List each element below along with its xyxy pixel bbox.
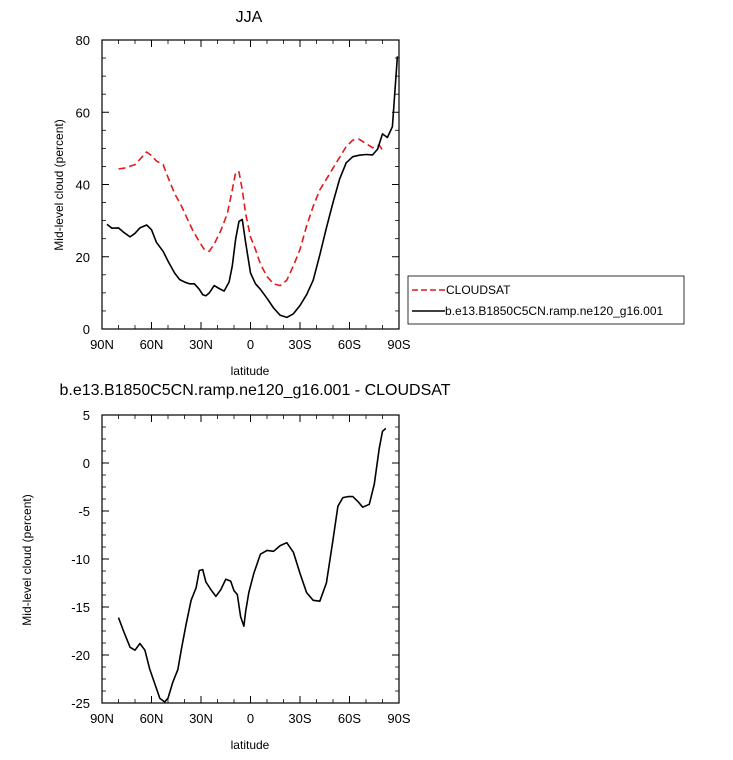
top-x-tick-label: 60N	[140, 337, 164, 352]
top-x-tick-label: 0	[247, 337, 254, 352]
bottom-chart-series	[117, 427, 387, 703]
bottom-chart-ticks: 90N 60N 30N 0 30S 60S 90S -25 -20 -15 -10 -5 0 5	[71, 408, 411, 726]
bottom-y-tick-label: 5	[83, 408, 90, 423]
top-plot-frame	[101, 39, 400, 330]
top-chart-ticks: 90N 60N 30N 0 30S 60S 90S 0 20 40 60 80	[76, 33, 411, 352]
bottom-x-tick-label: 60N	[140, 711, 164, 726]
legend-label-model: b.e13.B1850C5CN.ramp.ne120_g16.001	[445, 304, 663, 318]
bottom-y-axis-label: Mid-level cloud (percent)	[20, 494, 34, 625]
legend-box	[407, 275, 685, 325]
legend: CLOUDSAT b.e13.B1850C5CN.ramp.ne120_g16.…	[407, 275, 685, 325]
bottom-x-tick-label: 30S	[288, 711, 311, 726]
top-x-tick-label: 90S	[387, 337, 410, 352]
bottom-series-difference-line	[117, 427, 387, 703]
top-x-tick-label: 60S	[338, 337, 361, 352]
top-x-tick-label: 90N	[90, 337, 114, 352]
bottom-x-tick-label: 90S	[387, 711, 410, 726]
top-y-axis-label: Mid-level cloud (percent)	[52, 119, 66, 250]
top-y-tick-label: 40	[76, 178, 90, 193]
legend-label-cloudsat: CLOUDSAT	[446, 283, 511, 297]
bottom-y-tick-label: -15	[71, 600, 90, 615]
top-y-tick-label: 0	[83, 322, 90, 337]
bottom-chart-title: b.e13.B1850C5CN.ramp.ne120_g16.001 - CLO…	[59, 382, 450, 399]
bottom-x-tick-label: 0	[247, 711, 254, 726]
bottom-y-tick-label: -20	[71, 648, 90, 663]
top-x-tick-label: 30S	[288, 337, 311, 352]
bottom-y-tick-label: -10	[71, 552, 90, 567]
bottom-x-tick-label: 90N	[90, 711, 114, 726]
top-series-cloudsat-line	[118, 138, 385, 287]
bottom-x-tick-label: 60S	[338, 711, 361, 726]
top-x-tick-label: 30N	[189, 337, 213, 352]
top-y-tick-label: 20	[76, 250, 90, 265]
top-y-tick-label: 80	[76, 33, 90, 48]
bottom-x-tick-label: 30N	[189, 711, 213, 726]
bottom-x-axis-label: latitude	[231, 738, 270, 752]
top-series-model-line	[106, 56, 399, 319]
bottom-y-tick-label: -5	[78, 504, 90, 519]
bottom-chart: b.e13.B1850C5CN.ramp.ne120_g16.001 - CLO…	[20, 382, 451, 752]
top-y-tick-label: 60	[76, 105, 90, 120]
top-chart: JJA 90N 60N 30N 0 30S 60S 90S 0 20 40 60 80 latitud…	[52, 9, 685, 378]
bottom-y-tick-label: 0	[83, 456, 90, 471]
top-chart-series	[106, 56, 399, 319]
top-chart-title: JJA	[236, 9, 263, 26]
bottom-y-tick-label: -25	[71, 696, 90, 711]
top-x-axis-label: latitude	[231, 364, 270, 378]
